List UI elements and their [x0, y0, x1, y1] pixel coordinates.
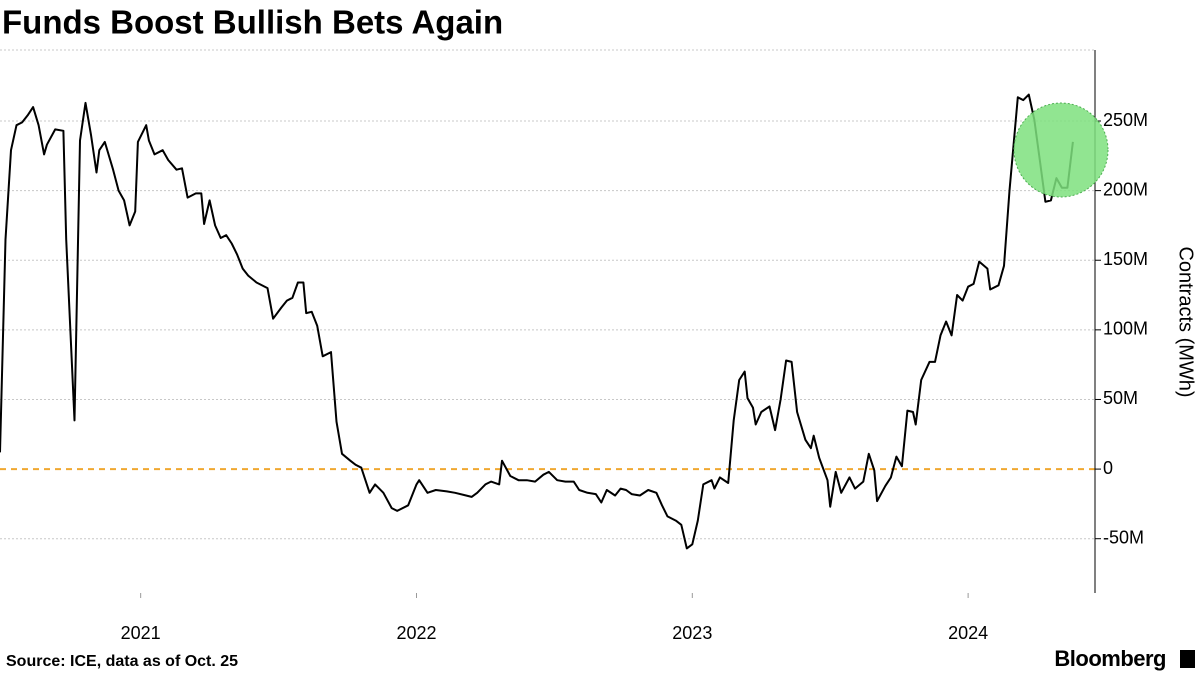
y-tick-label: 150M: [1103, 249, 1148, 269]
x-tick-label: 2023: [672, 623, 712, 643]
brand: Bloomberg: [1054, 646, 1166, 671]
data-line: [0, 93, 1074, 550]
chart-title: Funds Boost Bullish Bets Again: [2, 4, 503, 41]
y-tick-label: 50M: [1103, 388, 1138, 408]
x-tick-label: 2022: [396, 623, 436, 643]
brand-icon: [1180, 650, 1195, 668]
highlight-circle: [1013, 102, 1109, 198]
y-axis-label: Contracts (MWh): [1175, 246, 1197, 397]
x-tick-label: 2021: [121, 623, 161, 643]
x-tick-label: 2024: [948, 623, 988, 643]
y-tick-label: 0: [1103, 458, 1113, 478]
y-tick-label: -50M: [1103, 527, 1144, 547]
y-tick-label: 250M: [1103, 110, 1148, 130]
source-note: Source: ICE, data as of Oct. 25: [6, 653, 238, 670]
y-tick-label: 200M: [1103, 179, 1148, 199]
plot-area: -50M 0 50M 100M 150M 200M 250M 2021 2022 2023 2024: [0, 49, 1148, 643]
y-tick-label: 100M: [1103, 319, 1148, 339]
